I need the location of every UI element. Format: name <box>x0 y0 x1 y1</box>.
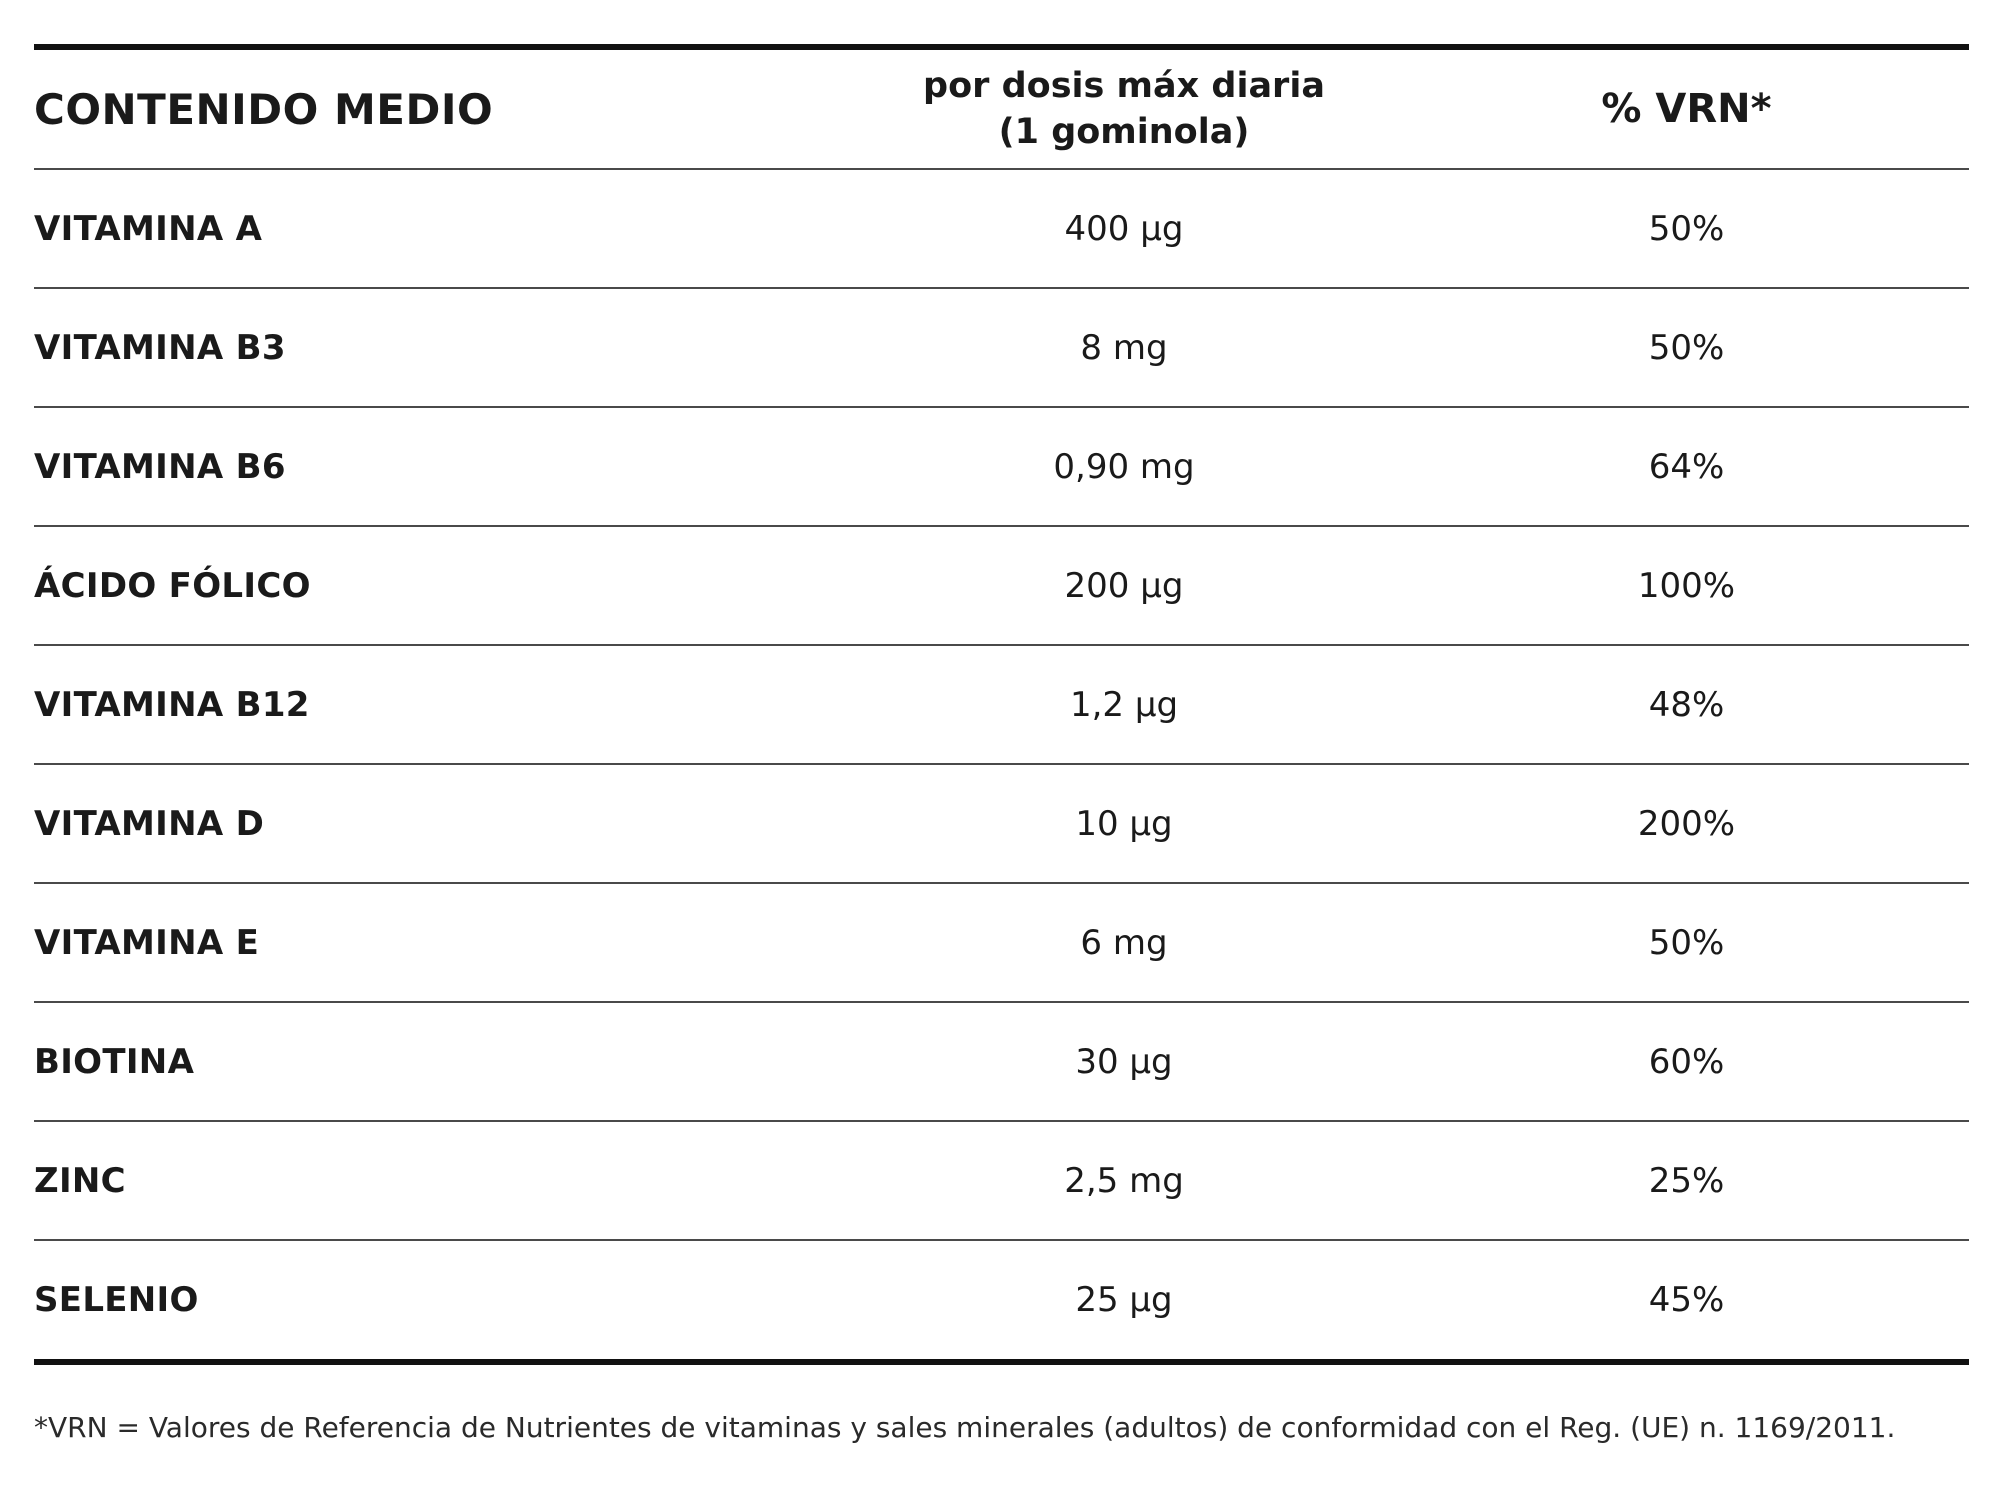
table-header: CONTENIDO MEDIO por dosis máx diaria (1 … <box>34 50 1969 170</box>
nutrient-vrn: 100% <box>1637 565 1736 606</box>
bottom-rule <box>34 1359 1969 1365</box>
nutrition-table: CONTENIDO MEDIO por dosis máx diaria (1 … <box>34 44 1969 1365</box>
nutrient-vrn: 25% <box>1648 1160 1725 1201</box>
table-row: BIOTINA 30 µg 60% <box>34 1003 1969 1122</box>
nutrient-name: VITAMINA B6 <box>34 446 286 487</box>
nutrient-name: VITAMINA B12 <box>34 684 310 725</box>
header-dose-line2: (1 gominola) <box>998 112 1250 152</box>
nutrient-vrn: 200% <box>1637 803 1736 844</box>
nutrient-name: VITAMINA D <box>34 803 265 844</box>
table-row: VITAMINA B3 8 mg 50% <box>34 289 1969 408</box>
table-row: ÁCIDO FÓLICO 200 µg 100% <box>34 527 1969 646</box>
table-row: VITAMINA D 10 µg 200% <box>34 765 1969 884</box>
nutrient-vrn: 50% <box>1648 327 1725 368</box>
nutrient-name: BIOTINA <box>34 1041 195 1082</box>
header-dose-line1: por dosis máx diaria <box>923 66 1325 106</box>
nutrient-name: VITAMINA B3 <box>34 327 286 368</box>
top-rule <box>34 44 1969 50</box>
nutrient-dose: 2,5 mg <box>1064 1160 1184 1201</box>
nutrient-dose: 8 mg <box>1080 327 1168 368</box>
header-vrn: % VRN* <box>1601 86 1772 132</box>
nutrient-dose: 6 mg <box>1080 922 1168 963</box>
nutrient-vrn: 45% <box>1648 1280 1725 1320</box>
nutrient-dose: 400 µg <box>1064 208 1184 249</box>
nutrient-name: ÁCIDO FÓLICO <box>34 565 311 606</box>
header-dose: por dosis máx diaria (1 gominola) <box>844 63 1404 155</box>
nutrient-vrn: 48% <box>1648 684 1725 725</box>
nutrient-vrn: 50% <box>1648 922 1725 963</box>
nutrient-vrn: 60% <box>1648 1041 1725 1082</box>
nutrient-dose: 200 µg <box>1064 565 1184 606</box>
table-row: ZINC 2,5 mg 25% <box>34 1122 1969 1241</box>
header-content: CONTENIDO MEDIO <box>34 84 494 134</box>
table-row: SELENIO 25 µg 45% <box>34 1241 1969 1359</box>
vrn-footnote: *VRN = Valores de Referencia de Nutrient… <box>34 1411 1896 1444</box>
nutrient-name: ZINC <box>34 1160 126 1201</box>
nutrient-dose: 1,2 µg <box>1069 684 1179 725</box>
nutrient-name: VITAMINA E <box>34 922 260 963</box>
nutrient-dose: 10 µg <box>1075 803 1173 844</box>
nutrient-name: VITAMINA A <box>34 208 263 249</box>
nutrient-dose: 0,90 mg <box>1053 446 1195 487</box>
table-row: VITAMINA B12 1,2 µg 48% <box>34 646 1969 765</box>
table-row: VITAMINA A 400 µg 50% <box>34 170 1969 289</box>
nutrient-vrn: 50% <box>1648 208 1725 249</box>
nutrient-name: SELENIO <box>34 1280 199 1320</box>
table-row: VITAMINA B6 0,90 mg 64% <box>34 408 1969 527</box>
nutrient-vrn: 64% <box>1648 446 1725 487</box>
table-row: VITAMINA E 6 mg 50% <box>34 884 1969 1003</box>
nutrient-dose: 25 µg <box>1075 1280 1173 1320</box>
nutrient-dose: 30 µg <box>1075 1041 1173 1082</box>
